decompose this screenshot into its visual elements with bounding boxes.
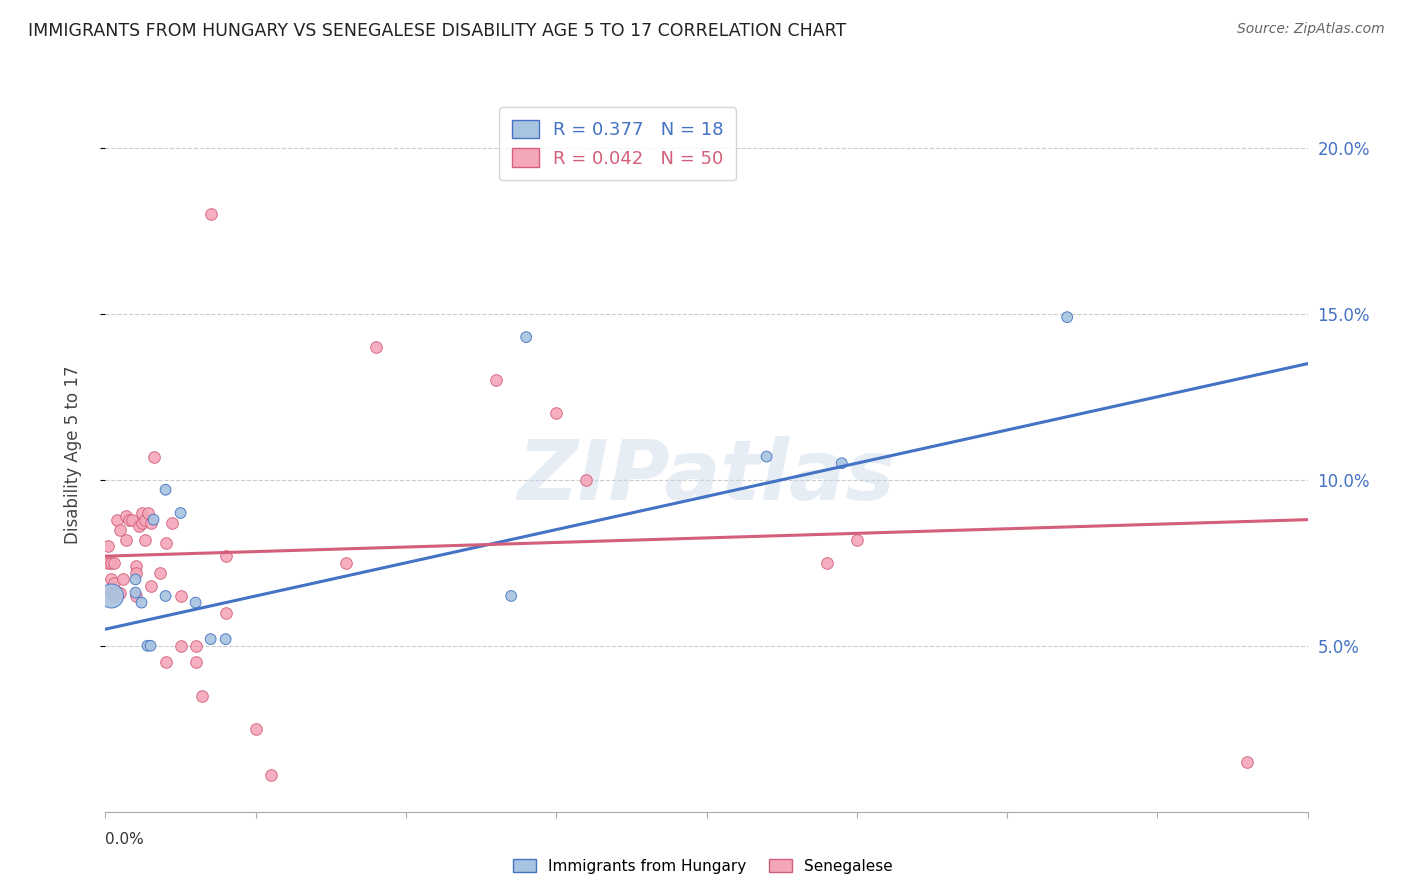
Point <box>115 533 138 547</box>
Point <box>131 516 153 530</box>
Point <box>155 536 177 550</box>
Point <box>155 589 177 603</box>
Text: 0.0%: 0.0% <box>105 831 145 847</box>
Point <box>97 539 120 553</box>
Point <box>214 632 236 647</box>
Point <box>128 519 150 533</box>
Point <box>1236 755 1258 769</box>
Point <box>260 768 283 782</box>
Point <box>124 585 146 599</box>
Point <box>139 579 162 593</box>
Y-axis label: Disability Age 5 to 17: Disability Age 5 to 17 <box>63 366 82 544</box>
Point <box>546 406 568 420</box>
Point <box>112 573 135 587</box>
Point <box>142 450 165 464</box>
Point <box>139 639 162 653</box>
Point <box>134 513 156 527</box>
Point <box>136 639 159 653</box>
Point <box>103 589 125 603</box>
Point <box>124 589 146 603</box>
Point <box>845 533 868 547</box>
Text: IMMIGRANTS FROM HUNGARY VS SENEGALESE DISABILITY AGE 5 TO 17 CORRELATION CHART: IMMIGRANTS FROM HUNGARY VS SENEGALESE DI… <box>28 22 846 40</box>
Point <box>131 596 153 610</box>
Point <box>485 373 508 387</box>
Point <box>169 639 191 653</box>
Point <box>124 573 146 587</box>
Point <box>139 516 162 530</box>
Point <box>124 559 146 574</box>
Point <box>160 516 183 530</box>
Point <box>214 549 236 563</box>
Point <box>124 566 146 580</box>
Point <box>1056 310 1078 325</box>
Point <box>100 585 122 599</box>
Point <box>134 533 156 547</box>
Point <box>100 573 122 587</box>
Point <box>97 556 120 570</box>
Point <box>110 523 132 537</box>
Point <box>245 722 267 736</box>
Point <box>200 207 222 221</box>
Point <box>755 450 778 464</box>
Point <box>184 656 207 670</box>
Point <box>200 632 222 647</box>
Legend: Immigrants from Hungary, Senegalese: Immigrants from Hungary, Senegalese <box>506 853 900 880</box>
Point <box>184 639 207 653</box>
Point <box>815 556 838 570</box>
Point <box>121 513 143 527</box>
Point <box>110 585 132 599</box>
Point <box>148 566 170 580</box>
Point <box>118 513 141 527</box>
Text: Source: ZipAtlas.com: Source: ZipAtlas.com <box>1237 22 1385 37</box>
Point <box>515 330 537 344</box>
Point <box>184 596 207 610</box>
Legend: R = 0.377   N = 18, R = 0.042   N = 50: R = 0.377 N = 18, R = 0.042 N = 50 <box>499 107 737 180</box>
Point <box>155 656 177 670</box>
Point <box>575 473 598 487</box>
Point <box>100 556 122 570</box>
Point <box>169 589 191 603</box>
Point <box>169 506 191 520</box>
Point <box>501 589 523 603</box>
Point <box>190 689 212 703</box>
Point <box>107 513 129 527</box>
Point <box>214 606 236 620</box>
Point <box>142 513 165 527</box>
Point <box>100 589 122 603</box>
Point <box>131 506 153 520</box>
Point <box>115 509 138 524</box>
Point <box>155 483 177 497</box>
Text: ZIPatlas: ZIPatlas <box>517 436 896 516</box>
Point <box>364 340 387 354</box>
Point <box>103 556 125 570</box>
Point <box>831 456 853 470</box>
Point <box>136 506 159 520</box>
Point <box>335 556 357 570</box>
Point <box>103 575 125 590</box>
